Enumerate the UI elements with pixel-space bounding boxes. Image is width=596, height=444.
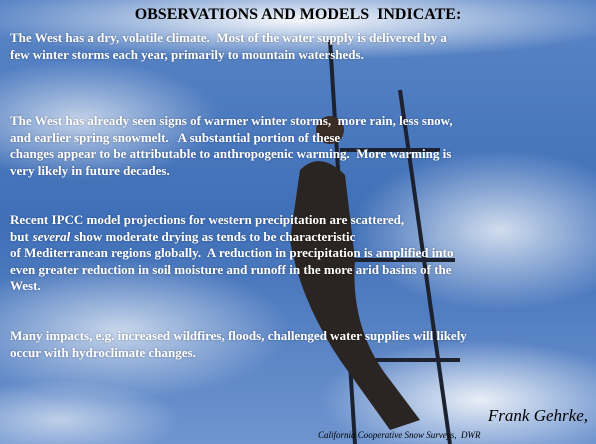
text-run: but (10, 228, 29, 244)
text-run: show moderate drying as tends to be char… (74, 228, 356, 244)
paragraph: Recent IPCC model projections for wester… (10, 212, 453, 295)
text-line: Many impacts, e.g. increased wildfires, … (10, 328, 467, 343)
text-line: and earlier spring snowmelt. A substanti… (10, 129, 341, 145)
paragraph: Many impacts, e.g. increased wildfires, … (10, 328, 467, 361)
paragraph: The West has a dry, volatile climate. Mo… (10, 30, 447, 63)
slide-title: OBSERVATIONS AND MODELS INDICATE: (134, 6, 462, 23)
text-line: Recent IPCC model projections for wester… (10, 212, 405, 227)
text-line: even greater reduction in soil moisture … (10, 261, 452, 277)
text-line: very likely in future decades. (10, 162, 170, 178)
text-line: few winter storms each year, primarily t… (10, 46, 364, 62)
emphasis: several (32, 228, 71, 244)
text-line: but several show moderate drying as tends … (10, 229, 453, 246)
text-line: occur with hydroclimate changes. (10, 344, 196, 360)
text-line: The West has a dry, volatile climate. Mo… (10, 30, 447, 45)
credit-affiliation: California Cooperative Snow Surveys, DWR (318, 430, 481, 440)
credit-name: Frank Gehrke, (487, 406, 588, 425)
text-line: of Mediterranean regions globally. A red… (10, 245, 454, 261)
text-line: West. (10, 278, 41, 294)
paragraph: The West has already seen signs of warme… (10, 113, 453, 179)
text-line: The West has already seen signs of warme… (10, 113, 453, 128)
text-line: changes appear to be attributable to ant… (10, 146, 452, 162)
